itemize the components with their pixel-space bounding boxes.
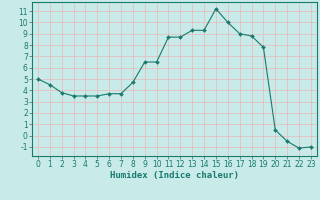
X-axis label: Humidex (Indice chaleur): Humidex (Indice chaleur) (110, 171, 239, 180)
